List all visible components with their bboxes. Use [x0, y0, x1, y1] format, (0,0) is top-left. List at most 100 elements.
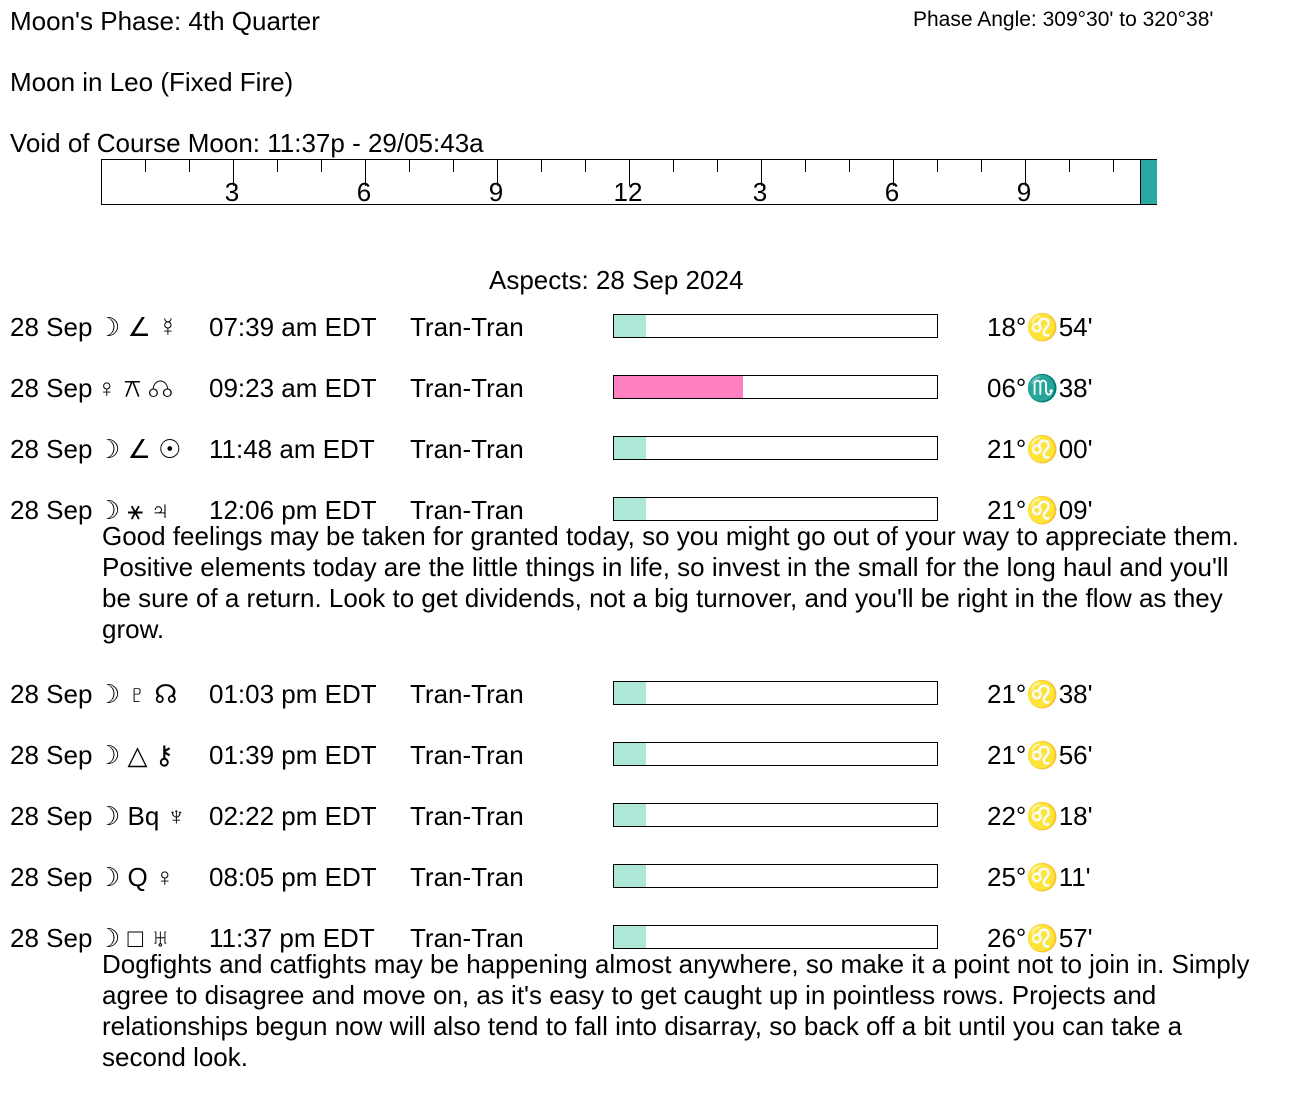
- aspect-glyphs: ☽ ♇ ☊: [97, 679, 178, 709]
- moon-phase: Moon's Phase: 4th Quarter: [10, 6, 320, 36]
- aspect-strength-bar: [613, 314, 938, 338]
- aspect-date: 28 Sep: [10, 679, 93, 709]
- void-of-course-timeline: 3 6 9 12 3 6 9: [101, 159, 1157, 207]
- aspect-time: 09:23 am EDT: [209, 373, 377, 403]
- timeline-tick: [409, 160, 410, 172]
- aspect-glyphs: ☽ □ ♅: [97, 923, 170, 953]
- aspect-strength-fill: [614, 682, 647, 704]
- aspect-position: 21°♌09': [987, 495, 1093, 525]
- aspect-type: Tran-Tran: [410, 373, 524, 403]
- timeline-hour-label: 6: [884, 177, 900, 207]
- aspect-strength-bar: [613, 681, 938, 705]
- aspect-date: 28 Sep: [10, 495, 93, 525]
- aspect-type: Tran-Tran: [410, 434, 524, 464]
- aspect-strength-fill: [614, 315, 647, 337]
- aspect-strength-fill: [614, 376, 744, 398]
- aspect-row: 28 Sep ☽ ∠ ☿ 07:39 am EDT Tran-Tran 18°♌54': [10, 312, 1210, 346]
- timeline-tick: [497, 160, 498, 186]
- aspect-position: 21°♌56': [987, 740, 1093, 770]
- aspect-position: 21°♌00': [987, 434, 1093, 464]
- aspects-title: Aspects: 28 Sep 2024: [489, 265, 744, 295]
- aspect-row: 28 Sep ☽ Q ♀ 08:05 pm EDT Tran-Tran 25°♌11': [10, 862, 1210, 896]
- aspect-row: 28 Sep ☽ △ ⚷ 01:39 pm EDT Tran-Tran 21°♌56': [10, 740, 1210, 774]
- timeline-tick: [365, 160, 366, 186]
- phase-angle: Phase Angle: 309°30' to 320°38': [913, 8, 1214, 31]
- timeline-tick: [145, 160, 146, 172]
- aspect-strength-bar: [613, 925, 938, 949]
- aspect-date: 28 Sep: [10, 923, 93, 953]
- timeline-tick: [761, 160, 762, 186]
- void-of-course-block: [1140, 160, 1157, 204]
- aspect-glyphs: ☽ △ ⚷: [97, 740, 174, 770]
- timeline-hour-label: 9: [1016, 177, 1032, 207]
- timeline-tick: [321, 160, 322, 172]
- aspect-glyphs: ☽ ∠ ☿: [97, 312, 178, 342]
- moon-sign: Moon in Leo (Fixed Fire): [10, 67, 294, 97]
- timeline-tick: [1069, 160, 1070, 172]
- aspect-glyphs: ☽ ∠ ☉: [97, 434, 182, 464]
- timeline-tick: [1025, 160, 1026, 186]
- aspect-row: 28 Sep ♀ ⚻ ☊ 09:23 am EDT Tran-Tran 06°♏38': [10, 373, 1210, 407]
- aspect-strength-fill: [614, 926, 647, 948]
- aspect-position: 25°♌11': [987, 862, 1091, 892]
- aspect-strength-bar: [613, 864, 938, 888]
- timeline-tick: [1113, 160, 1114, 172]
- timeline-tick: [629, 160, 630, 186]
- timeline-tick: [541, 160, 542, 172]
- aspect-strength-bar: [613, 497, 938, 521]
- aspect-date: 28 Sep: [10, 801, 93, 831]
- aspect-date: 28 Sep: [10, 373, 93, 403]
- aspect-strength-fill: [614, 498, 647, 520]
- aspect-time: 11:48 am EDT: [209, 434, 375, 464]
- timeline-tick: [893, 160, 894, 186]
- aspect-strength-fill: [614, 743, 647, 765]
- aspect-strength-bar: [613, 803, 938, 827]
- aspect-glyphs: ☽ Bq ♆: [97, 801, 187, 831]
- timeline-tick: [233, 160, 234, 186]
- aspect-position: 18°♌54': [987, 312, 1093, 342]
- aspect-time: 08:05 pm EDT: [209, 862, 377, 892]
- aspect-type: Tran-Tran: [410, 740, 524, 770]
- aspect-strength-fill: [614, 437, 647, 459]
- aspect-time: 11:37 pm EDT: [209, 923, 375, 953]
- timeline-tick: [453, 160, 454, 172]
- timeline-tick: [937, 160, 938, 172]
- aspect-time: 01:39 pm EDT: [209, 740, 377, 770]
- timeline-tick: [277, 160, 278, 172]
- timeline-tick: [981, 160, 982, 172]
- aspect-type: Tran-Tran: [410, 923, 524, 953]
- void-of-course: Void of Course Moon: 11:37p - 29/05:43a: [10, 128, 484, 158]
- aspect-strength-bar: [613, 375, 938, 399]
- aspect-position: 06°♏38': [987, 373, 1093, 403]
- aspect-type: Tran-Tran: [410, 862, 524, 892]
- timeline-tick: [189, 160, 190, 172]
- timeline-tick: [805, 160, 806, 172]
- aspect-strength-fill: [614, 865, 647, 887]
- aspect-date: 28 Sep: [10, 312, 93, 342]
- timeline-tick: [585, 160, 586, 172]
- aspect-type: Tran-Tran: [410, 679, 524, 709]
- aspect-interpretation: Dogfights and catfights may be happening…: [102, 949, 1250, 1072]
- timeline-hour-label: 12: [613, 177, 643, 207]
- aspect-type: Tran-Tran: [410, 495, 524, 525]
- aspect-position: 22°♌18': [987, 801, 1093, 831]
- aspect-row: 28 Sep ☽ Bq ♆ 02:22 pm EDT Tran-Tran 22°♌18': [10, 801, 1210, 835]
- aspect-time: 12:06 pm EDT: [209, 495, 377, 525]
- timeline-tick: [717, 160, 718, 172]
- aspect-row: 28 Sep ☽ ∠ ☉ 11:48 am EDT Tran-Tran 21°♌00': [10, 434, 1210, 468]
- timeline-tick: [849, 160, 850, 172]
- aspect-date: 28 Sep: [10, 740, 93, 770]
- aspect-row: 28 Sep ☽ ⚹ ♃ 12:06 pm EDT Tran-Tran 21°♌09': [10, 495, 1210, 529]
- aspect-strength-fill: [614, 804, 647, 826]
- aspect-interpretation: Good feelings may be taken for granted t…: [102, 521, 1239, 644]
- timeline-hour-label: 9: [488, 177, 504, 207]
- timeline-hour-label: 3: [752, 177, 768, 207]
- aspect-row: 28 Sep ☽ ♇ ☊ 01:03 pm EDT Tran-Tran 21°♌38': [10, 679, 1210, 713]
- aspect-glyphs: ♀ ⚻ ☊: [97, 373, 173, 403]
- aspect-time: 07:39 am EDT: [209, 312, 377, 342]
- aspect-position: 21°♌38': [987, 679, 1093, 709]
- aspect-date: 28 Sep: [10, 434, 93, 464]
- aspect-strength-bar: [613, 742, 938, 766]
- aspect-glyphs: ☽ ⚹ ♃: [97, 495, 170, 525]
- aspect-type: Tran-Tran: [410, 801, 524, 831]
